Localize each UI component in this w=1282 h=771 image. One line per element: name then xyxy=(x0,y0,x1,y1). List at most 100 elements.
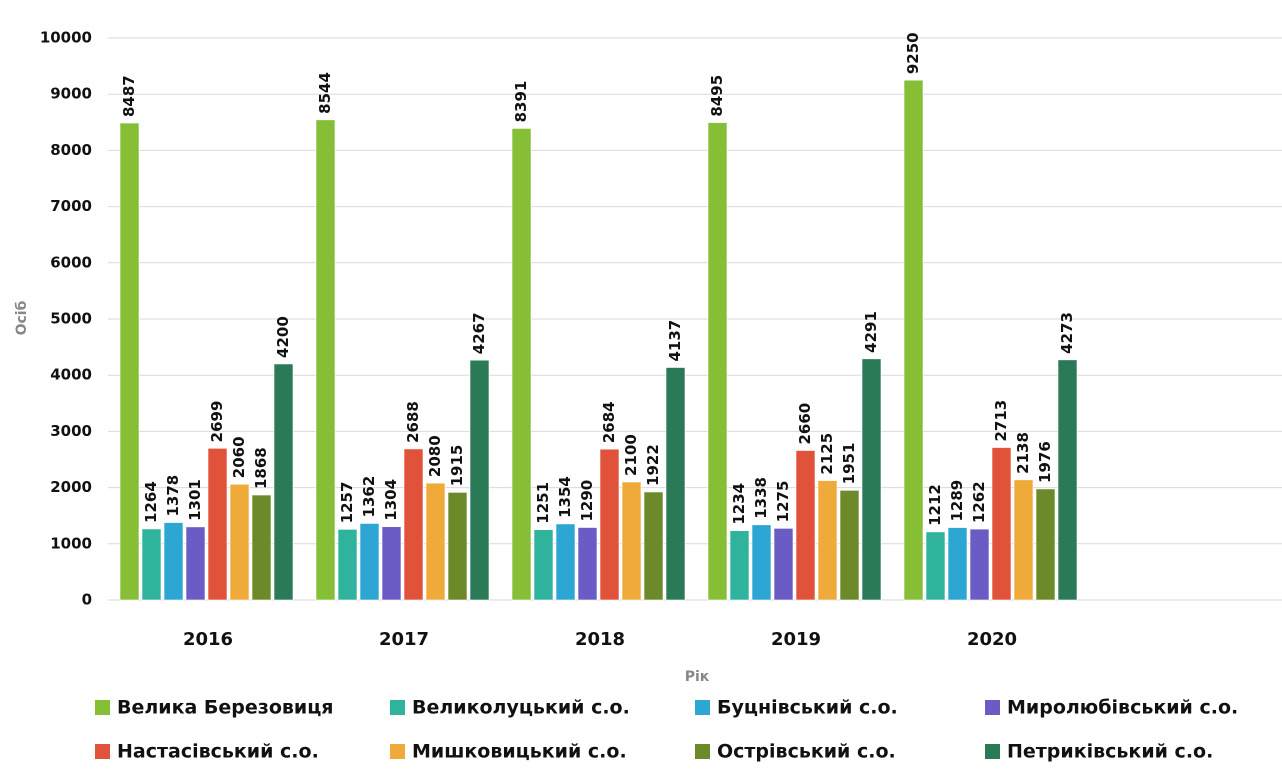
legend-swatch xyxy=(390,700,405,715)
value-label: 2660 xyxy=(796,403,814,445)
value-label: 2688 xyxy=(404,401,422,443)
legend-label: Велика Березовиця xyxy=(117,697,334,719)
x-tick-label: 2019 xyxy=(771,629,821,650)
bar xyxy=(839,490,860,601)
y-tick-label: 9000 xyxy=(50,85,92,103)
bar xyxy=(273,363,294,601)
bar xyxy=(381,526,402,601)
bar xyxy=(751,524,772,601)
legend-label: Петриківський с.о. xyxy=(1007,741,1213,763)
bar xyxy=(643,491,664,601)
value-label: 8495 xyxy=(708,75,726,117)
x-tick-label: 2020 xyxy=(967,629,1017,650)
value-label: 2699 xyxy=(208,401,226,443)
value-label: 2100 xyxy=(622,434,640,476)
value-label: 1289 xyxy=(948,480,966,522)
value-label: 9250 xyxy=(904,32,922,74)
bar xyxy=(315,119,336,601)
bar xyxy=(533,529,554,601)
value-label: 4200 xyxy=(274,316,292,358)
value-label: 8487 xyxy=(120,75,138,117)
value-label: 1264 xyxy=(142,481,160,523)
legend-label: Миролюбівський с.о. xyxy=(1007,697,1238,719)
value-label: 1354 xyxy=(556,476,574,518)
value-label: 1976 xyxy=(1036,441,1054,483)
x-tick-label: 2017 xyxy=(379,629,429,650)
value-label: 1868 xyxy=(252,447,270,489)
x-tick-label: 2016 xyxy=(183,629,233,650)
legend-label: Мишковицький с.о. xyxy=(412,741,627,763)
bar xyxy=(621,481,642,601)
y-tick-label: 1000 xyxy=(50,534,92,552)
value-label: 1338 xyxy=(752,477,770,519)
x-axis-title: Рік xyxy=(685,669,710,685)
value-label: 2684 xyxy=(600,401,618,443)
y-tick-label: 0 xyxy=(82,591,92,609)
value-label: 1290 xyxy=(578,480,596,522)
bar xyxy=(817,480,838,601)
y-tick-label: 6000 xyxy=(50,253,92,271)
x-tick-label: 2018 xyxy=(575,629,625,650)
value-label: 1212 xyxy=(926,484,944,526)
bar xyxy=(903,79,924,601)
bar xyxy=(925,531,946,601)
value-label: 1304 xyxy=(382,479,400,521)
value-label: 2713 xyxy=(992,400,1010,442)
bar xyxy=(403,448,424,601)
y-tick-label: 5000 xyxy=(50,310,92,328)
bar xyxy=(861,358,882,601)
bar xyxy=(969,528,990,601)
bar xyxy=(1035,488,1056,601)
bar xyxy=(555,523,576,601)
bar xyxy=(447,492,468,601)
bar xyxy=(119,122,140,601)
legend-label: Буцнівський с.о. xyxy=(717,697,898,719)
y-tick-label: 8000 xyxy=(50,141,92,159)
value-label: 1234 xyxy=(730,483,748,525)
value-label: 2080 xyxy=(426,435,444,477)
legend-swatch xyxy=(95,744,110,759)
y-tick-label: 2000 xyxy=(50,478,92,496)
bar xyxy=(947,527,968,601)
legend-label: Настасівський с.о. xyxy=(117,741,319,763)
value-label: 1362 xyxy=(360,476,378,518)
legend-swatch xyxy=(985,744,1000,759)
value-label: 2138 xyxy=(1014,432,1032,474)
legend-label: Острівський с.о. xyxy=(717,741,896,763)
value-label: 1257 xyxy=(338,482,356,524)
value-label: 2060 xyxy=(230,436,248,478)
bar xyxy=(141,528,162,601)
value-label: 1922 xyxy=(644,444,662,486)
value-label: 1275 xyxy=(774,481,792,523)
bar xyxy=(1057,359,1078,601)
legend-swatch xyxy=(695,744,710,759)
bar xyxy=(991,447,1012,601)
y-tick-label: 4000 xyxy=(50,366,92,384)
bar xyxy=(163,522,184,601)
bar xyxy=(511,128,532,601)
legend-swatch xyxy=(695,700,710,715)
value-label: 8391 xyxy=(512,81,530,123)
bar xyxy=(337,529,358,601)
bar xyxy=(229,483,250,601)
bar xyxy=(469,359,490,601)
value-label: 1262 xyxy=(970,481,988,523)
bar xyxy=(795,450,816,601)
value-label: 4267 xyxy=(470,312,488,354)
value-label: 1915 xyxy=(448,445,466,487)
bar xyxy=(773,528,794,601)
bar xyxy=(1013,479,1034,601)
bar xyxy=(185,526,206,601)
bar xyxy=(599,448,620,601)
legend-label: Великолуцький с.о. xyxy=(412,697,630,719)
legend-swatch xyxy=(390,744,405,759)
bar xyxy=(707,122,728,601)
value-label: 8544 xyxy=(316,72,334,114)
value-label: 4273 xyxy=(1058,312,1076,354)
value-label: 2125 xyxy=(818,433,836,475)
y-tick-label: 7000 xyxy=(50,197,92,215)
bar xyxy=(251,494,272,601)
value-label: 4291 xyxy=(862,311,880,353)
value-label: 1301 xyxy=(186,479,204,521)
